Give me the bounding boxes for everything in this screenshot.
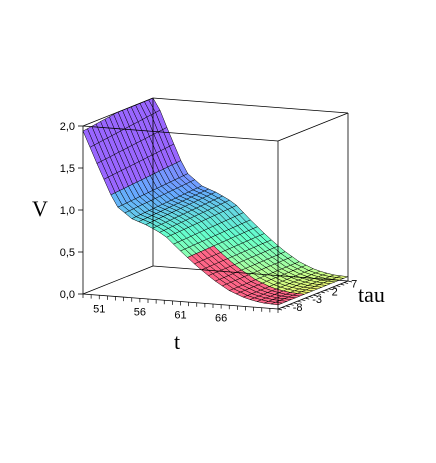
box-edge	[277, 112, 349, 142]
y-tick-mark	[301, 299, 306, 302]
surface-patch	[270, 302, 283, 306]
box-edge	[82, 97, 154, 127]
y-tick-mark	[277, 308, 283, 311]
y-tick-label: -8	[293, 302, 303, 314]
y-tick-label: 7	[351, 279, 357, 291]
y-axis-ticks: -8 -3 2 7	[277, 279, 357, 314]
x-tick-label: 66	[215, 313, 227, 325]
y-tick-mark	[293, 302, 298, 305]
y-tick-mark	[336, 285, 341, 288]
y-tick-mark	[332, 286, 337, 289]
y-tick-mark	[305, 297, 310, 300]
x-axis-label: t	[174, 329, 180, 354]
y-tick-mark	[281, 307, 286, 309]
x-tick-label: 56	[134, 306, 146, 318]
box-edge	[82, 265, 154, 295]
box-edge	[82, 125, 279, 142]
z-tick-label: 0,0	[60, 289, 75, 301]
y-tick-mark	[340, 283, 345, 286]
y-tick-mark	[344, 282, 349, 284]
y-tick-mark	[297, 300, 302, 303]
x-tick-label: 61	[174, 310, 186, 322]
y-tick-mark	[320, 291, 325, 294]
z-tick-label: 1,5	[60, 163, 75, 175]
x-tick-label: 51	[93, 303, 105, 315]
y-tick-mark	[312, 294, 318, 297]
y-tick-mark	[347, 280, 353, 283]
box-edge	[152, 265, 349, 282]
z-axis-ticks: 0,0 0,5 1,0 1,5 2,0	[60, 121, 83, 301]
z-tick-label: 0,5	[60, 247, 75, 259]
y-tick-label: -3	[312, 294, 322, 306]
z-axis-label: V	[32, 196, 48, 221]
y-tick-label: 2	[332, 286, 338, 298]
z-tick-label: 2,0	[60, 121, 75, 133]
y-tick-mark	[328, 288, 333, 291]
z-tick-label: 1,0	[60, 205, 75, 217]
y-axis-label: tau	[358, 282, 385, 307]
y-tick-mark	[324, 289, 329, 292]
surface-mesh	[82, 97, 349, 306]
y-tick-mark	[316, 293, 321, 295]
x-axis-ticks: 51 56 61 66	[82, 294, 279, 325]
box-edge	[152, 97, 349, 114]
y-tick-mark	[285, 305, 290, 308]
y-tick-mark	[309, 296, 314, 298]
y-tick-mark	[289, 303, 294, 306]
